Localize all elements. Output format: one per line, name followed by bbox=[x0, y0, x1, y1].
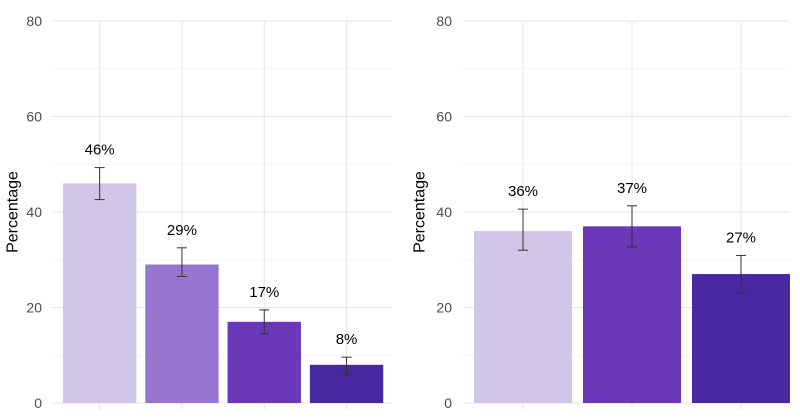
y-tick-label: 40 bbox=[436, 204, 452, 220]
data-label: 36% bbox=[508, 183, 538, 200]
data-label: 29% bbox=[167, 222, 197, 239]
data-label: 8% bbox=[336, 331, 358, 348]
data-label: 37% bbox=[617, 180, 647, 197]
bar bbox=[583, 226, 681, 403]
data-label: 27% bbox=[726, 229, 756, 246]
bar bbox=[62, 183, 137, 403]
y-tick-label: 80 bbox=[26, 13, 42, 29]
bar bbox=[227, 321, 301, 403]
bar bbox=[145, 264, 219, 403]
data-label: 46% bbox=[85, 142, 115, 159]
bar bbox=[474, 231, 572, 403]
y-tick-label: 80 bbox=[436, 13, 452, 29]
y-tick-label: 40 bbox=[26, 204, 42, 220]
data-label: 17% bbox=[249, 284, 279, 301]
y-axis-title: Percentage bbox=[5, 171, 22, 253]
bar bbox=[692, 274, 790, 403]
y-tick-label: 20 bbox=[26, 300, 42, 316]
y-tick-label: 0 bbox=[444, 395, 452, 411]
y-tick-label: 60 bbox=[26, 109, 42, 125]
chart-panel-2: 0 20 40 60 80 Percentage 36% 37% 27% bbox=[412, 13, 790, 411]
chart-panel-1: 0 20 40 60 80 Percentage 46% 29% 17% 8% bbox=[5, 13, 392, 411]
y-axis-title: Percentage bbox=[412, 171, 429, 253]
y-tick-label: 60 bbox=[436, 109, 452, 125]
y-tick-label: 20 bbox=[436, 300, 452, 316]
y-tick-label: 0 bbox=[34, 395, 42, 411]
